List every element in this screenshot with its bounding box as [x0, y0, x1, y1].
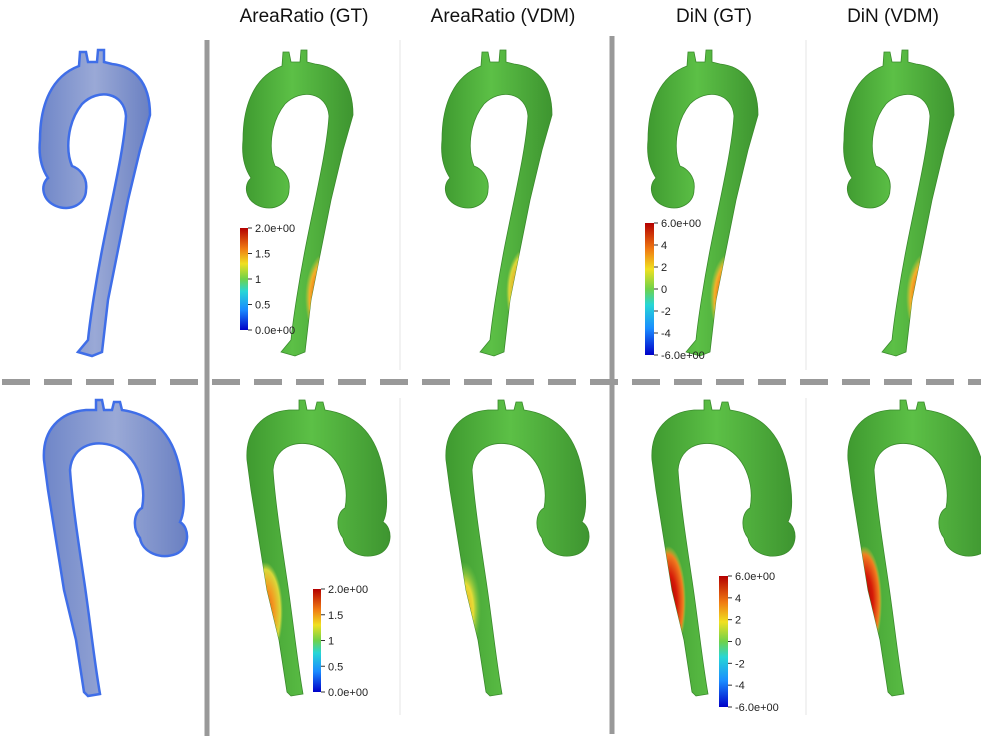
colorbar-tick-label: 0.0e+00 [255, 325, 295, 337]
colorbar-tick-label: 1.5 [328, 610, 343, 622]
colorbar-tick-label: 4 [735, 593, 741, 605]
colorbar-tick-label: 1.5 [255, 249, 270, 261]
aorta-field-render [441, 49, 553, 357]
colorbar-tick-label: 1 [328, 636, 334, 648]
colorbar-din-bottom: 6.0e+00 4 2 0 -2 -4 -6.0e+00 [719, 571, 779, 714]
colorbar-gradient [313, 589, 321, 692]
colorbar-tick-label: -2 [661, 306, 671, 318]
colorbar-tick-label: 2 [735, 615, 741, 627]
field-hotspot [247, 562, 283, 662]
aorta-field-render [847, 399, 981, 697]
colorbar-tick-label: 0.5 [255, 300, 270, 312]
colorbar-tick-label: 2.0e+00 [255, 223, 295, 235]
colorbar-tick-label: -4 [735, 680, 745, 692]
colorbar-tick-label: 0 [661, 284, 667, 296]
colorbar-tick-label: -2 [735, 658, 745, 670]
aorta-surface [242, 49, 354, 357]
column-title-din-gt: DiN (GT) [676, 6, 752, 27]
aorta-surface [441, 49, 553, 357]
aorta-surface [647, 49, 759, 357]
aorta-field-render [843, 49, 955, 357]
colorbar-tick-label: 1 [255, 274, 261, 286]
aorta-surface [38, 48, 152, 358]
colorbar-tick-label: 4 [661, 240, 667, 252]
colorbar-gradient [645, 223, 654, 355]
colorbar-tick-label: 0 [735, 637, 741, 649]
field-hotspot [847, 546, 882, 658]
colorbar-tick-label: 0.5 [328, 661, 343, 673]
column-title-arearatio-gt: AreaRatio (GT) [239, 6, 369, 27]
column-title-din-vdm: DiN (VDM) [847, 6, 939, 27]
colorbar-gradient [240, 228, 248, 330]
colorbar-tick-label: 0.0e+00 [328, 687, 368, 699]
colorbar-tick-label: -6.0e+00 [735, 702, 779, 714]
colorbar-din-top: 6.0e+00 4 2 0 -2 -4 -6.0e+00 [645, 218, 705, 362]
colorbar-tick-label: 6.0e+00 [735, 571, 775, 583]
aorta-mesh-render [42, 398, 189, 698]
aorta-field-render [445, 399, 590, 697]
column-title-arearatio-vdm: AreaRatio (VDM) [430, 6, 576, 27]
colorbar-gradient [719, 576, 728, 707]
field-hotspot [651, 546, 686, 658]
colorbar-tick-label: 2.0e+00 [328, 584, 368, 596]
aorta-surface [843, 49, 955, 357]
aorta-surface [445, 399, 590, 697]
aorta-mesh-render [38, 48, 152, 358]
aorta-surface [847, 399, 981, 697]
colorbar-arearatio-top: 2.0e+00 1.5 1 0.5 0.0e+00 [240, 223, 295, 337]
aorta-surface [42, 398, 189, 698]
colorbar-arearatio-bottom: 2.0e+00 1.5 1 0.5 0.0e+00 [313, 584, 368, 699]
colorbar-tick-label: -4 [661, 328, 671, 340]
colorbar-tick-label: 6.0e+00 [661, 218, 701, 230]
aorta-surface [246, 399, 391, 697]
colorbar-tick-label: -6.0e+00 [661, 350, 705, 362]
field-hotspot [447, 562, 481, 658]
colorbar-tick-label: 2 [661, 262, 667, 274]
aorta-surface [651, 399, 796, 697]
